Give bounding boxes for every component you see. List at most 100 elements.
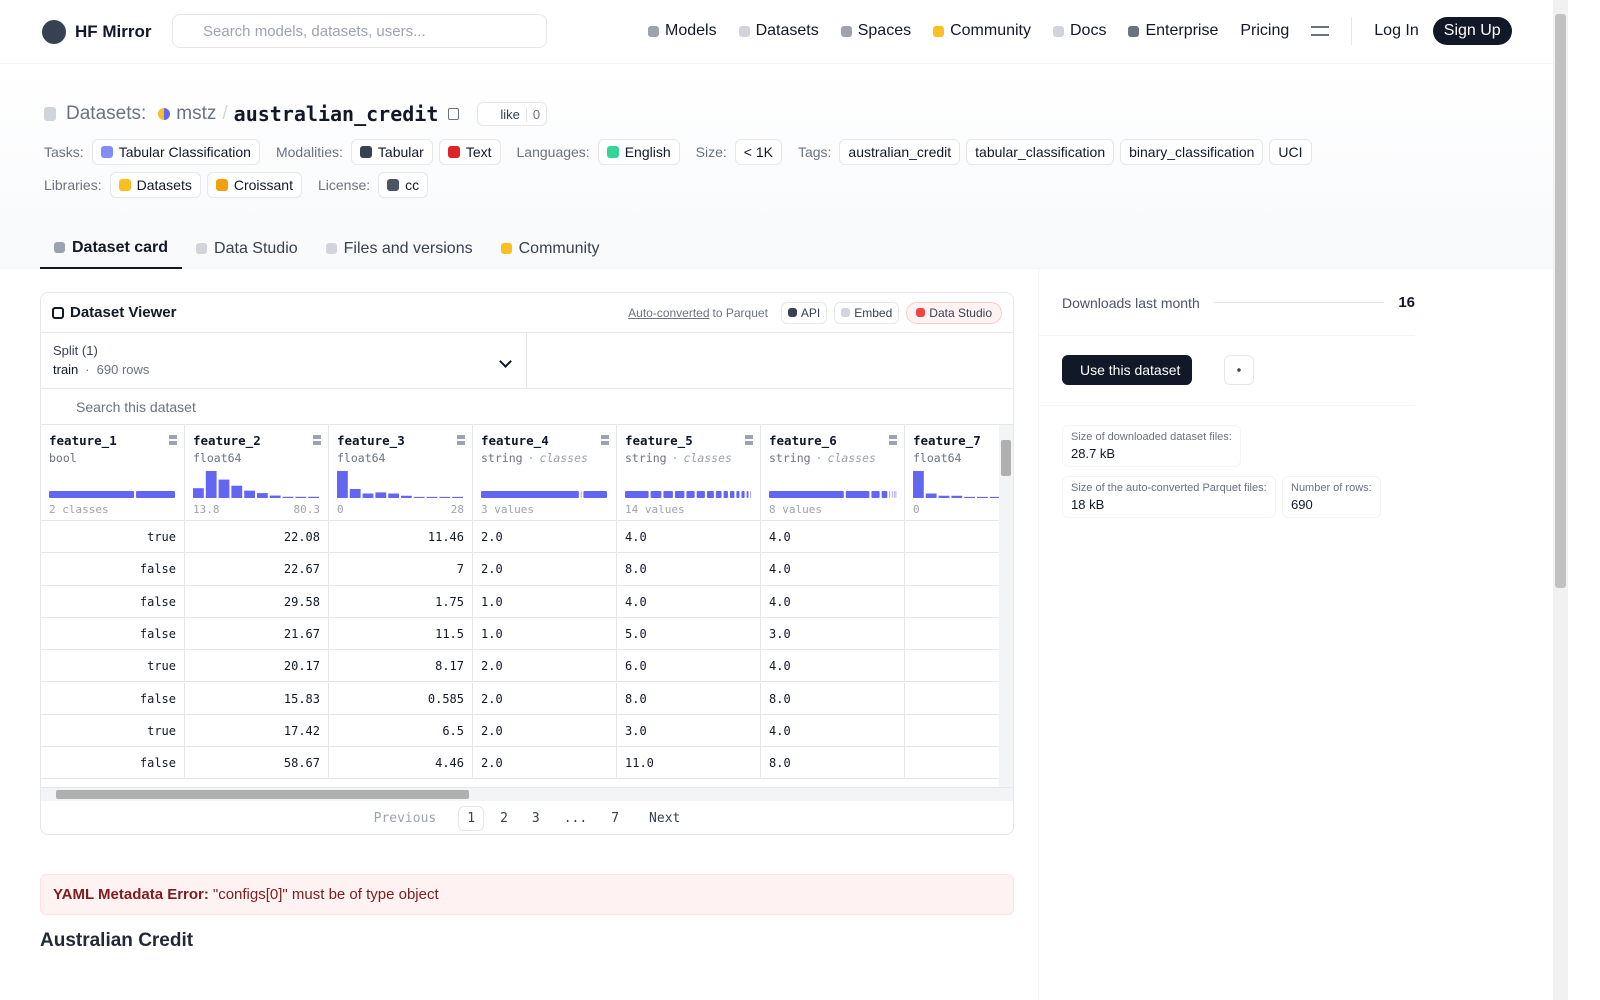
page-item[interactable]: 3 [531,810,540,826]
stat-label: Size of downloaded dataset files: [1071,431,1232,443]
nav-link[interactable]: Models [648,22,717,40]
chip-icon [606,146,619,158]
hist-bar [349,489,361,498]
nav-link[interactable]: Enterprise [1128,22,1218,40]
chip-icon [387,179,400,191]
table-cell: 1.75 [329,585,473,618]
viewer-button[interactable]: API [780,301,828,324]
nav-link-text: Spaces [857,22,912,39]
table-cell: false [41,553,185,586]
column-type: float64 [913,451,999,465]
hist-bar [205,471,217,498]
meta-chip[interactable]: UCI [1269,139,1312,165]
hist-bar [218,479,230,498]
meta-chip[interactable]: tabular_classification [966,139,1115,165]
table-cell: 8.0 [761,747,905,780]
column-chart [625,491,751,498]
tab[interactable]: Files and versions [312,228,487,269]
search-placeholder: Search models, datasets, users... [203,22,426,40]
button-text: API [800,305,821,320]
nav-link[interactable]: Spaces [840,22,912,40]
menu-icon[interactable] [1311,26,1330,36]
table-cell [905,650,999,683]
nav-link[interactable]: Docs [1053,22,1106,40]
column-header[interactable]: feature_7 float64 0 [905,425,999,521]
table-cell: 1.0 [473,617,617,651]
h-scroll-thumb[interactable] [56,790,469,799]
column-header[interactable]: feature_3 float64 0 28 [329,425,473,521]
auto-converted[interactable]: Auto-converted [628,305,710,320]
table-cell: 8.0 [761,682,905,715]
column-header[interactable]: feature_1 bool 2 classes [41,425,185,521]
like-button[interactable]: like 0 [477,102,548,126]
table-cell: 7 [329,553,473,586]
sort-icon [745,435,753,445]
meta-chip[interactable]: binary_classification [1120,139,1264,165]
column-header[interactable]: feature_6 string · classes 8 values [761,425,905,521]
tab-text: Community [518,239,600,257]
owner[interactable]: mstz [176,103,217,124]
column-summary: 0 [913,503,999,516]
tab[interactable]: Community [487,228,614,269]
meta-chip[interactable]: Tabular Classification [91,139,260,165]
meta-chip[interactable]: < 1K [734,139,782,165]
use-dataset-button[interactable]: Use this dataset [1062,355,1193,385]
meta-chip[interactable]: Text [438,139,501,165]
column-header[interactable]: feature_2 float64 13.8 80.3 [185,425,329,521]
tab[interactable]: Data Studio [182,228,312,269]
class-share [871,491,880,498]
hist-bar [439,496,451,498]
viewer-button[interactable]: Embed [834,301,900,324]
table-cell: false [41,682,185,715]
split-dot: · [85,362,90,377]
page-item[interactable]: 7 [611,810,620,826]
copy-icon[interactable] [448,108,460,120]
nav-link[interactable]: Datasets [738,22,819,40]
column-header[interactable]: feature_5 string · classes 14 values [617,425,761,521]
page-item[interactable]: Next [649,810,681,826]
use-dataset-text: Use this dataset [1080,362,1181,378]
login[interactable]: Log In [1374,22,1419,39]
page-item[interactable]: 1 [458,805,485,831]
auto-converted-note: Auto-converted to Parquet [628,306,768,320]
meta-chip[interactable]: English [597,139,680,165]
column-name: feature_5 [625,433,693,448]
brand[interactable]: HF Mirror [75,21,152,41]
hist-bar [193,488,204,498]
tab[interactable]: Dataset card [40,228,183,269]
column-header[interactable]: feature_4 string · classes 3 values [473,425,617,521]
page-item[interactable]: Previous [373,810,437,826]
v-scroll-thumb[interactable] [1001,440,1011,476]
class-share [881,491,888,498]
hist-bar [337,471,348,498]
nav-link-text: Docs [1070,22,1107,39]
meta-chip[interactable]: Datasets [109,172,201,198]
column-type: string · classes [625,451,752,465]
meta-chip[interactable]: cc [378,172,429,198]
nav-link[interactable]: Pricing [1240,22,1289,40]
hist-bar [295,496,307,498]
hist-bar [989,496,999,498]
page-item[interactable]: 2 [500,810,508,826]
logo [42,19,66,44]
more-button[interactable] [1224,355,1254,385]
meta-chip[interactable]: Croissant [206,172,302,198]
nav-link[interactable]: Community [933,22,1031,40]
chip-text: tabular_classification [975,144,1106,160]
meta-chip[interactable]: australian_credit [839,139,961,165]
table-cell: 6.0 [617,650,761,683]
page-item[interactable]: ... [563,810,588,826]
page-scroll-thumb[interactable] [1555,14,1566,588]
column-name: feature_1 [49,433,117,448]
table-cell: 4.0 [617,521,761,554]
split-select[interactable]: Split (1) train · 690 rows [41,333,527,389]
signup[interactable]: Sign Up [1432,17,1512,45]
range-max: 28 [450,503,464,516]
meta-label: Modalities: [275,144,343,160]
dataset-search[interactable]: Search this dataset [41,389,1013,425]
table-cell: true [41,714,185,748]
viewer-button[interactable]: Data Studio [906,301,1002,324]
meta-chip[interactable]: Tabular [350,139,433,165]
hist-bar [964,496,975,498]
search-box[interactable]: Search models, datasets, users... [172,14,547,48]
